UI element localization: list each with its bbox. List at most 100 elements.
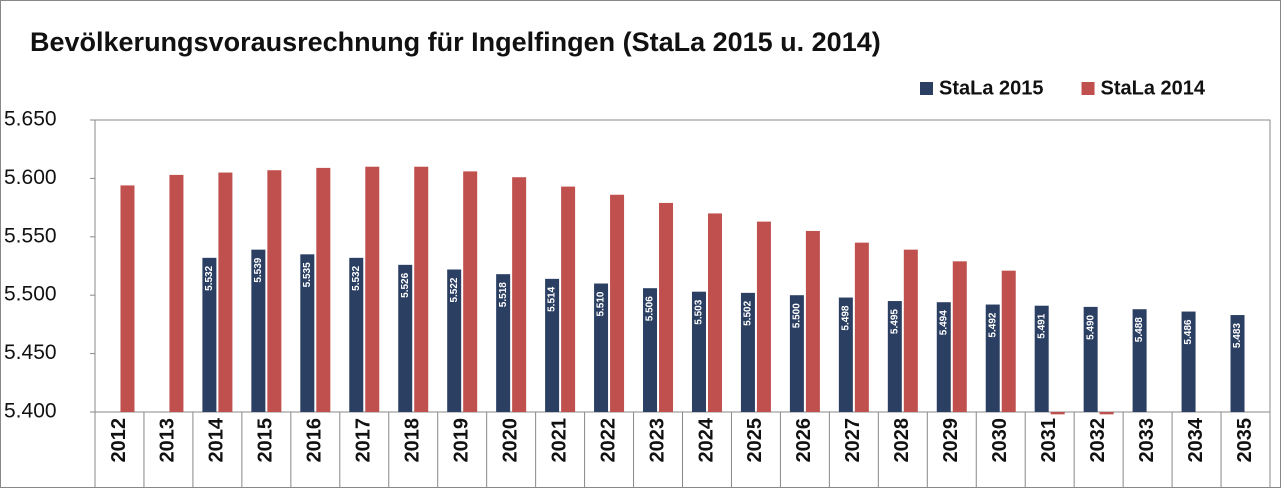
x-tick-label: 2030: [989, 418, 1011, 463]
bar: [691, 291, 706, 412]
x-tick-label: 2027: [842, 418, 864, 463]
bar: [756, 221, 771, 412]
bar: [740, 292, 755, 412]
x-tick-label: 2025: [744, 418, 766, 463]
bar: [985, 304, 1000, 412]
value-label: 5.502: [743, 300, 754, 325]
bar: [365, 166, 380, 412]
value-label: 5.526: [400, 272, 411, 297]
value-label: 5.490: [1085, 314, 1096, 339]
plot-area: [94, 119, 1271, 413]
y-tick-label: 5.650: [4, 108, 57, 131]
x-tick-label: 2023: [646, 418, 668, 463]
chart-title: Bevölkerungsvorausrechnung für Ingelfing…: [30, 27, 881, 57]
bar: [1034, 305, 1049, 412]
x-tick-label: 2020: [499, 418, 521, 463]
value-label: 5.535: [302, 262, 313, 287]
value-label: 5.495: [889, 309, 900, 334]
legend-swatch: [920, 82, 933, 95]
bar: [267, 170, 282, 412]
x-tick-label: 2028: [891, 418, 913, 463]
bar: [936, 302, 951, 412]
value-label: 5.494: [938, 310, 949, 335]
x-tick-label: 2012: [108, 418, 130, 463]
value-label: 5.491: [1036, 313, 1047, 338]
bar: [805, 230, 820, 412]
value-label: 5.518: [498, 282, 509, 307]
bar: [1001, 270, 1016, 412]
bar: [463, 171, 478, 412]
bar: [120, 185, 135, 412]
bar: [838, 297, 853, 412]
bar: [1132, 309, 1147, 412]
value-label: 5.486: [1183, 319, 1194, 344]
y-tick-label: 5.500: [4, 283, 57, 306]
bar: [887, 301, 902, 412]
bar: [707, 213, 722, 412]
bar: [545, 278, 560, 412]
x-tick-label: 2032: [1087, 418, 1109, 463]
y-tick-label: 5.400: [4, 400, 57, 423]
x-tick-label: 2014: [206, 417, 228, 462]
bar: [398, 264, 413, 412]
bar: [903, 249, 918, 412]
bar: [1050, 412, 1065, 415]
x-tick-label: 2017: [353, 418, 375, 463]
value-label: 5.483: [1232, 323, 1243, 348]
bar: [316, 167, 331, 412]
legend-label: StaLa 2014: [1101, 77, 1206, 99]
bar: [952, 261, 967, 412]
bar: [1099, 412, 1114, 415]
x-tick-label: 2033: [1136, 418, 1158, 463]
value-label: 5.539: [253, 257, 264, 282]
legend-swatch: [1081, 82, 1095, 95]
legend-label: StaLa 2015: [939, 77, 1044, 99]
value-label: 5.514: [547, 286, 558, 311]
bar: [789, 295, 804, 412]
value-label: 5.506: [645, 296, 656, 321]
value-label: 5.488: [1134, 317, 1145, 342]
value-label: 5.498: [840, 305, 851, 330]
value-label: 5.500: [792, 303, 803, 328]
bar: [659, 202, 674, 412]
x-tick-label: 2035: [1234, 418, 1256, 463]
x-tick-label: 2018: [402, 418, 424, 463]
x-tick-label: 2016: [304, 418, 326, 463]
bar: [414, 166, 429, 412]
x-tick-label: 2022: [597, 418, 619, 463]
value-label: 5.503: [694, 299, 705, 324]
bar: [349, 257, 364, 412]
bar: [251, 249, 266, 412]
value-label: 5.492: [987, 312, 998, 337]
x-tick-label: 2034: [1185, 417, 1207, 462]
y-tick-label: 5.450: [4, 341, 57, 364]
bar: [594, 283, 609, 412]
bar: [512, 177, 527, 412]
value-label: 5.510: [596, 291, 607, 316]
x-tick-label: 2013: [157, 418, 179, 463]
bar: [854, 242, 869, 412]
x-tick-label: 2029: [940, 418, 962, 463]
value-label: 5.532: [204, 265, 215, 290]
bar: [561, 186, 576, 412]
bar: [300, 254, 315, 412]
bar: [496, 274, 511, 412]
bar: [218, 172, 233, 412]
bar: [1083, 306, 1098, 412]
x-tick-label: 2031: [1038, 418, 1060, 463]
x-tick-label: 2021: [548, 418, 570, 463]
bar: [1230, 315, 1245, 412]
y-tick-label: 5.600: [4, 166, 57, 189]
value-label: 5.532: [351, 265, 362, 290]
bar: [643, 288, 658, 412]
value-label: 5.522: [449, 277, 460, 302]
bar: [447, 269, 462, 412]
bar: [169, 174, 184, 412]
x-tick-label: 2024: [695, 417, 717, 462]
bar: [202, 257, 217, 412]
bar: [1181, 311, 1196, 412]
x-tick-label: 2015: [255, 418, 277, 463]
y-tick-label: 5.550: [4, 224, 57, 247]
